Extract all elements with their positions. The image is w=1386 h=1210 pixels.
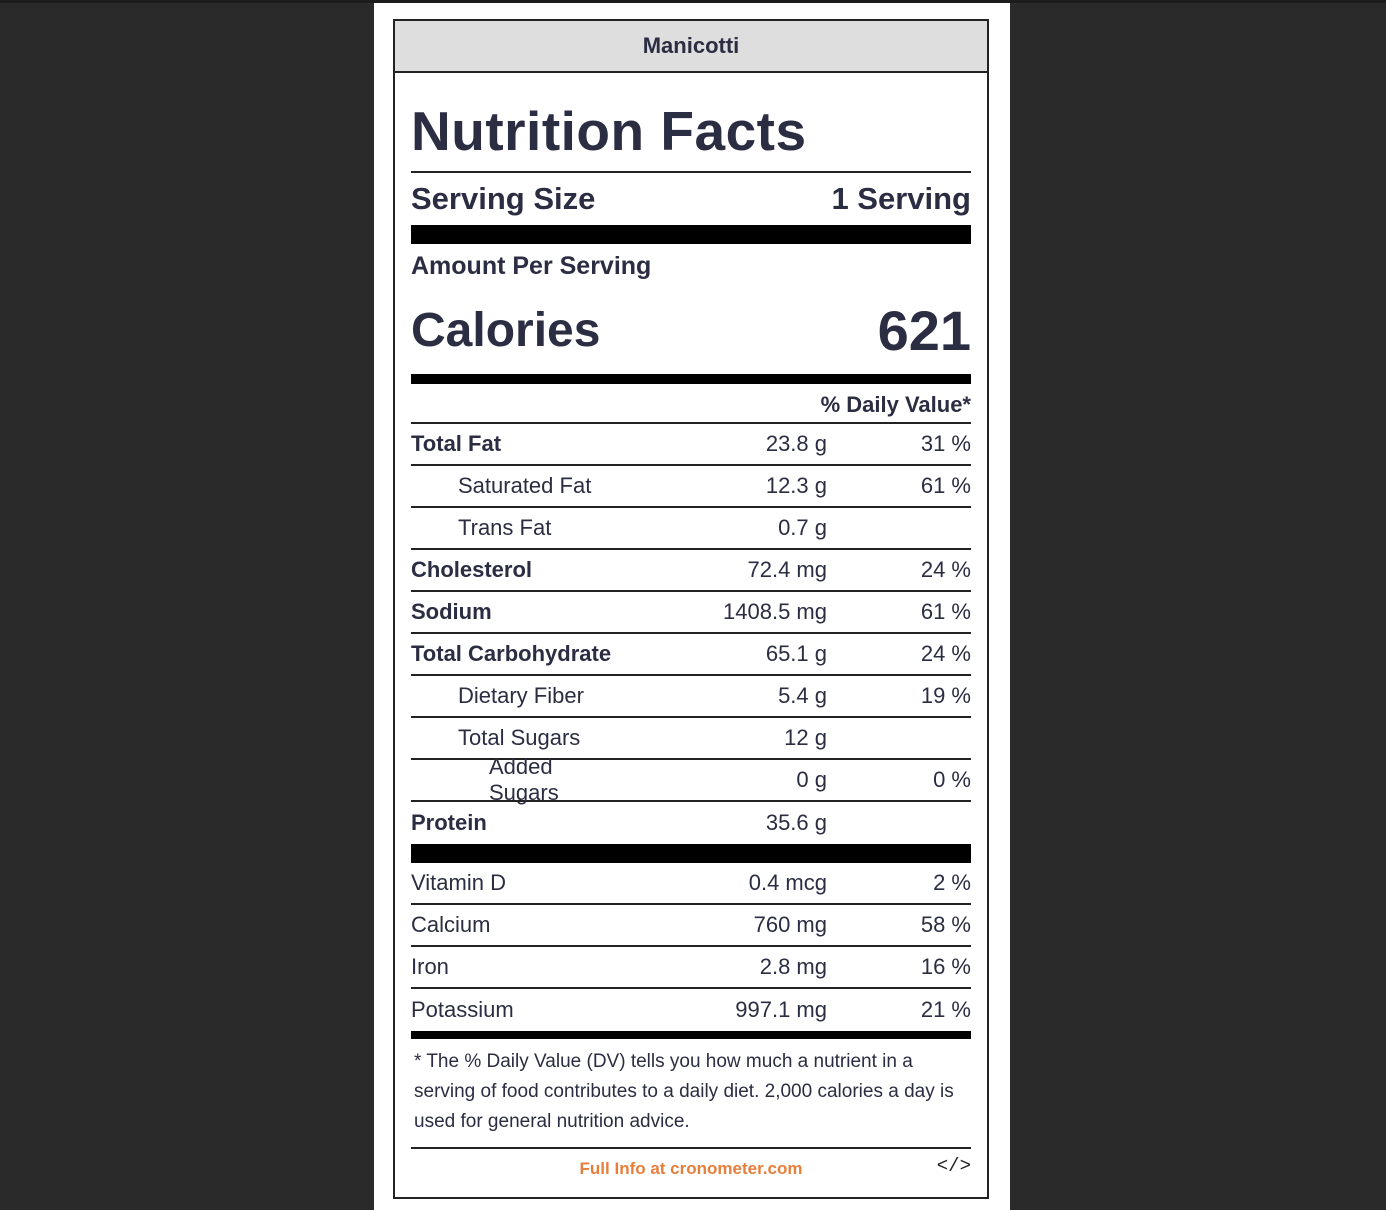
label-content: Nutrition Facts Serving Size 1 Serving A… [395, 101, 987, 1193]
nutrition-label: Manicotti Nutrition Facts Serving Size 1… [393, 19, 989, 1199]
vitamin-amount: 2.8 mg [759, 954, 827, 979]
nutrient-row: Cholesterol 72.4 mg 24 % [411, 550, 971, 592]
nutrient-daily-value: 19 % [920, 683, 971, 708]
amount-per-serving: Amount Per Serving [411, 252, 652, 280]
nutrient-name: Sodium [411, 599, 492, 624]
vitamin-name: Iron [411, 954, 449, 979]
top-border [0, 0, 1386, 3]
nutrient-name: Total Sugars [458, 725, 581, 750]
vitamin-row: Calcium 760 mg 58 % [411, 905, 971, 947]
thick-divider [411, 1031, 971, 1039]
nutrient-daily-value: 0 % [933, 767, 971, 792]
nutrition-facts-title: Nutrition Facts [411, 101, 971, 173]
nutrient-row: Total Fat 23.8 g 31 % [411, 424, 971, 466]
serving-size-row: Serving Size 1 Serving [411, 173, 971, 225]
nutrient-row: Total Sugars 12 g [411, 718, 971, 760]
code-embed-icon[interactable]: </> [936, 1155, 971, 1177]
vitamin-amount: 997.1 mg [735, 997, 827, 1022]
vitamin-daily-value: 16 % [920, 954, 971, 979]
nutrient-row: Saturated Fat 12.3 g 61 % [411, 466, 971, 508]
nutrient-amount: 0.7 g [778, 515, 827, 540]
thick-divider [411, 844, 971, 863]
label-page: Manicotti Nutrition Facts Serving Size 1… [374, 3, 1010, 1210]
nutrient-amount: 12.3 g [765, 473, 827, 498]
vitamin-daily-value: 21 % [920, 997, 971, 1022]
nutrient-name: Cholesterol [411, 557, 533, 582]
vitamin-daily-value: 58 % [920, 912, 971, 937]
nutrient-name: Protein [411, 810, 487, 835]
nutrient-row: Added Sugars 0 g 0 % [411, 754, 971, 805]
nutrient-amount: 1408.5 mg [723, 599, 827, 624]
vitamin-name: Vitamin D [411, 870, 506, 895]
calories-label: Calories [411, 303, 601, 357]
nutrient-amount: 72.4 mg [747, 557, 828, 582]
nutrient-amount: 23.8 g [765, 431, 827, 456]
vitamin-row: Potassium 997.1 mg 21 % [411, 989, 971, 1031]
nutrient-name: Saturated Fat [458, 473, 592, 498]
nutrient-row: Sodium 1408.5 mg 61 % [411, 592, 971, 634]
nutrient-row: Dietary Fiber 5.4 g 19 % [411, 676, 971, 718]
nutrient-name: Added Sugars [489, 754, 559, 805]
nutrient-daily-value: 61 % [920, 473, 971, 498]
nutrient-amount: 12 g [784, 725, 827, 750]
nutrient-daily-value: 31 % [920, 431, 971, 456]
nutrient-row: Trans Fat 0.7 g [411, 508, 971, 550]
nutrient-name: Total Fat [411, 431, 502, 456]
vitamin-name: Potassium [411, 997, 514, 1022]
nutrient-amount: 35.6 g [765, 810, 827, 835]
nutrient-daily-value: 24 % [920, 641, 971, 666]
serving-size-label: Serving Size [411, 181, 596, 216]
nutrient-amount: 0 g [796, 767, 827, 792]
nutrient-name: Dietary Fiber [458, 683, 584, 708]
daily-value-header: % Daily Value* [411, 384, 971, 424]
nutrient-amount: 65.1 g [765, 641, 827, 666]
daily-value-footnote: * The % Daily Value (DV) tells you how m… [411, 1039, 971, 1149]
cronometer-link[interactable]: Full Info at cronometer.com [579, 1159, 803, 1178]
recipe-name: Manicotti [395, 21, 987, 73]
nutrient-row: Protein 35.6 g [411, 802, 971, 844]
vitamin-daily-value: 2 % [933, 870, 971, 895]
nutrient-daily-value: 24 % [920, 557, 971, 582]
nutrient-daily-value: 61 % [920, 599, 971, 624]
vitamin-list: Vitamin D 0.4 mcg 2 % Calcium 760 mg 58 … [411, 863, 971, 1031]
thick-divider [411, 225, 971, 244]
vitamin-row: Iron 2.8 mg 16 % [411, 947, 971, 989]
vitamin-amount: 760 mg [753, 912, 827, 937]
vitamin-row: Vitamin D 0.4 mcg 2 % [411, 863, 971, 905]
thick-divider [411, 374, 971, 384]
nutrient-amount: 5.4 g [778, 683, 827, 708]
nutrient-list: Total Fat 23.8 g 31 % Saturated Fat 12.3… [411, 424, 971, 844]
vitamin-amount: 0.4 mcg [748, 870, 827, 895]
label-footer: Full Info at cronometer.com </> [411, 1149, 971, 1193]
nutrient-name: Total Carbohydrate [411, 641, 612, 666]
serving-size-value: 1 Serving [831, 181, 971, 216]
calories-row: Calories 621 [411, 286, 971, 374]
vitamin-name: Calcium [411, 912, 491, 937]
calories-value: 621 [877, 298, 971, 362]
nutrient-name: Trans Fat [458, 515, 552, 540]
nutrient-row: Total Carbohydrate 65.1 g 24 % [411, 634, 971, 676]
